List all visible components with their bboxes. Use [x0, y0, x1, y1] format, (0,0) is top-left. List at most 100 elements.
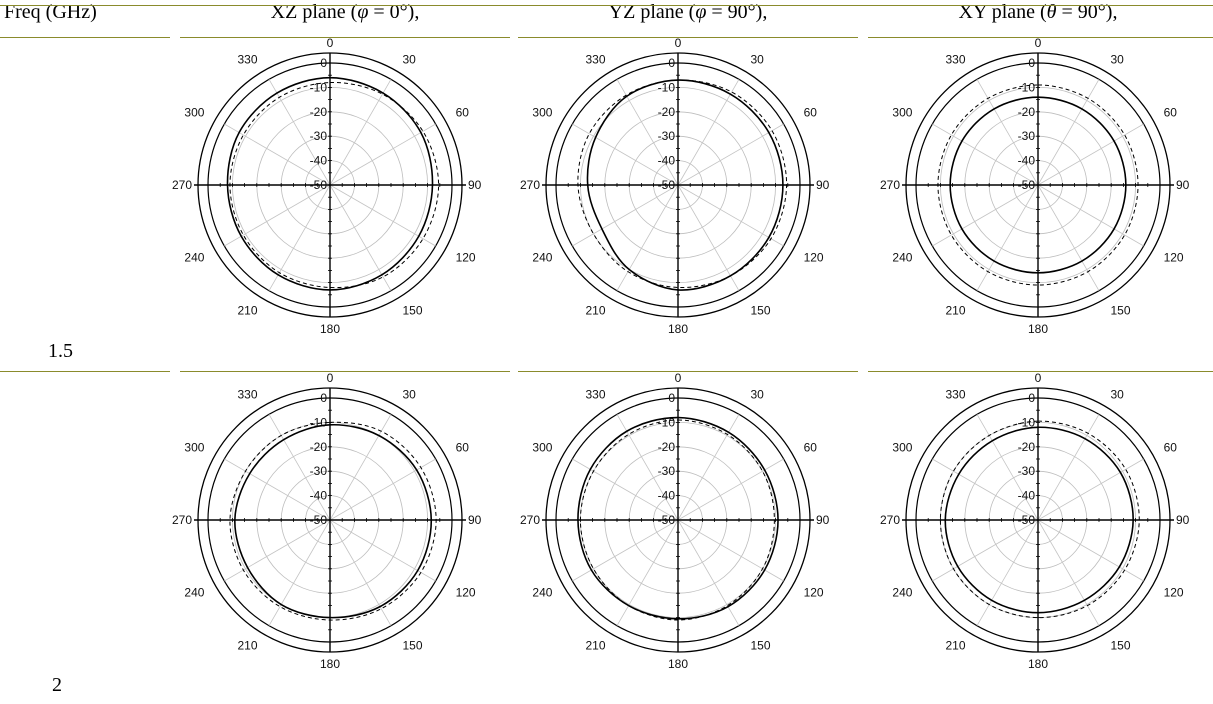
polar-angle-label: 90 — [1176, 513, 1190, 527]
polar-radial-label: -50 — [658, 513, 676, 527]
polar-grid-spoke — [677, 519, 784, 582]
polar-radial-label: -30 — [1018, 464, 1036, 478]
polar-angle-label: 210 — [237, 639, 257, 653]
polar-chart-1-5ghz-yz: 0 -10 -20 -30 -40 -50 0 30 60 90 120 150 180 210 240 27… — [520, 36, 830, 336]
polar-radial-label: 0 — [320, 56, 327, 70]
polar-angle-label: 30 — [403, 52, 417, 66]
polar-angle-label: 150 — [403, 304, 423, 318]
polar-angle-label: 300 — [184, 441, 204, 455]
polar-grid-spoke — [677, 519, 740, 626]
polar-angle-label: 120 — [804, 586, 824, 600]
polar-grid-spoke — [677, 123, 784, 186]
polar-radial-label: -40 — [658, 489, 676, 503]
polar-chart-1-5ghz-xz: 0-10-20-30-40-50030609012015018021024027… — [172, 36, 482, 336]
polar-grid-spoke — [976, 184, 1039, 291]
polar-radial-label: -20 — [658, 105, 676, 119]
polar-angle-label: 90 — [468, 178, 482, 192]
polar-angle-label: 150 — [403, 639, 423, 653]
polar-series-dashed — [229, 421, 437, 621]
polar-angle-label: 60 — [456, 441, 470, 455]
polar-grid-spoke — [976, 79, 1039, 186]
polar-radial-label: 0 — [668, 391, 675, 405]
polar-angle-label: 240 — [892, 251, 912, 265]
polar-grid-spoke — [1037, 414, 1100, 521]
header-rule-xz — [180, 37, 510, 38]
polar-grid-spoke — [224, 123, 331, 186]
polar-radial-label: -50 — [1018, 513, 1036, 527]
freq-label-row-2: 2 — [52, 674, 62, 696]
polar-angle-label: 180 — [668, 322, 688, 336]
polar-angle-label: 90 — [1176, 178, 1190, 192]
header-rule-xy — [868, 37, 1213, 38]
polar-radial-label: -30 — [1018, 129, 1036, 143]
polar-series-solid — [944, 426, 1134, 614]
polar-chart-2ghz-yz: 0-10-20-30-40-50030609012015018021024027… — [520, 371, 830, 671]
polar-angle-label: 60 — [804, 106, 818, 120]
polar-grid-spoke — [677, 414, 740, 521]
polar-radial-label: -10 — [658, 80, 676, 94]
polar-angle-label: 270 — [880, 513, 900, 527]
polar-series-dashed — [579, 419, 775, 621]
polar-grid-spoke — [329, 79, 392, 186]
polar-angle-label: 240 — [184, 251, 204, 265]
polar-grid-spoke — [976, 519, 1039, 626]
polar-angle-label: 270 — [172, 178, 192, 192]
polar-angle-label: 330 — [237, 387, 257, 401]
polar-radial-label: -30 — [658, 464, 676, 478]
polar-grid-spoke — [329, 184, 392, 291]
polar-grid-spoke — [677, 184, 740, 291]
header-yz-plane: YZ plane (φ = 90°), — [608, 1, 768, 23]
polar-grid-spoke — [976, 414, 1039, 521]
polar-angle-label: 0 — [1035, 371, 1042, 385]
polar-grid-spoke — [329, 414, 392, 521]
polar-angle-label: 300 — [892, 441, 912, 455]
polar-angle-label: 180 — [1028, 322, 1048, 336]
polar-grid-spoke — [616, 79, 679, 186]
polar-angle-label: 270 — [172, 513, 192, 527]
polar-radial-label: -10 — [1018, 80, 1036, 94]
polar-grid-spoke — [329, 123, 436, 186]
polar-radial-label: -50 — [310, 178, 328, 192]
polar-angle-label: 0 — [675, 36, 682, 50]
polar-angle-label: 270 — [520, 513, 540, 527]
polar-angle-label: 330 — [945, 52, 965, 66]
polar-angle-label: 60 — [456, 106, 470, 120]
row-rule-freq — [0, 371, 170, 372]
polar-chart-2ghz-xy: 0 -10 -20 -30 -40 -50 0 30 60 90 120 150 180 210 240 27… — [880, 371, 1190, 671]
polar-angle-label: 210 — [585, 639, 605, 653]
polar-radial-label: -50 — [310, 513, 328, 527]
polar-angle-label: 300 — [532, 106, 552, 120]
polar-grid-spoke — [1037, 123, 1144, 186]
polar-radial-label: -50 — [658, 178, 676, 192]
polar-radial-label: -20 — [658, 440, 676, 454]
polar-angle-label: 90 — [468, 513, 482, 527]
polar-grid-spoke — [572, 184, 679, 247]
polar-radial-label: -20 — [310, 440, 328, 454]
polar-angle-label: 330 — [237, 52, 257, 66]
polar-series-solid — [577, 416, 779, 620]
polar-grid-spoke — [572, 519, 679, 582]
polar-angle-label: 60 — [1164, 441, 1178, 455]
polar-angle-label: 180 — [1028, 657, 1048, 671]
polar-grid-spoke — [932, 123, 1039, 186]
row-rule-yz — [518, 371, 858, 372]
polar-angle-label: 180 — [320, 657, 340, 671]
polar-angle-label: 240 — [184, 586, 204, 600]
polar-grid-spoke — [329, 519, 436, 582]
polar-angle-label: 240 — [532, 586, 552, 600]
polar-radial-label: -40 — [1018, 154, 1036, 168]
header-freq: Freq (GHz) — [4, 1, 97, 23]
polar-radial-label: -20 — [310, 105, 328, 119]
polar-grid-spoke — [616, 184, 679, 291]
polar-radial-label: -30 — [658, 129, 676, 143]
polar-angle-label: 150 — [751, 304, 771, 318]
polar-grid-spoke — [932, 519, 1039, 582]
polar-radial-label: 0 — [668, 56, 675, 70]
polar-radial-label: 0 — [320, 391, 327, 405]
polar-angle-label: 120 — [804, 251, 824, 265]
polar-angle-label: 30 — [1111, 387, 1125, 401]
polar-angle-label: 60 — [1164, 106, 1178, 120]
polar-grid-spoke — [329, 458, 436, 521]
polar-angle-label: 330 — [945, 387, 965, 401]
polar-grid-spoke — [572, 123, 679, 186]
